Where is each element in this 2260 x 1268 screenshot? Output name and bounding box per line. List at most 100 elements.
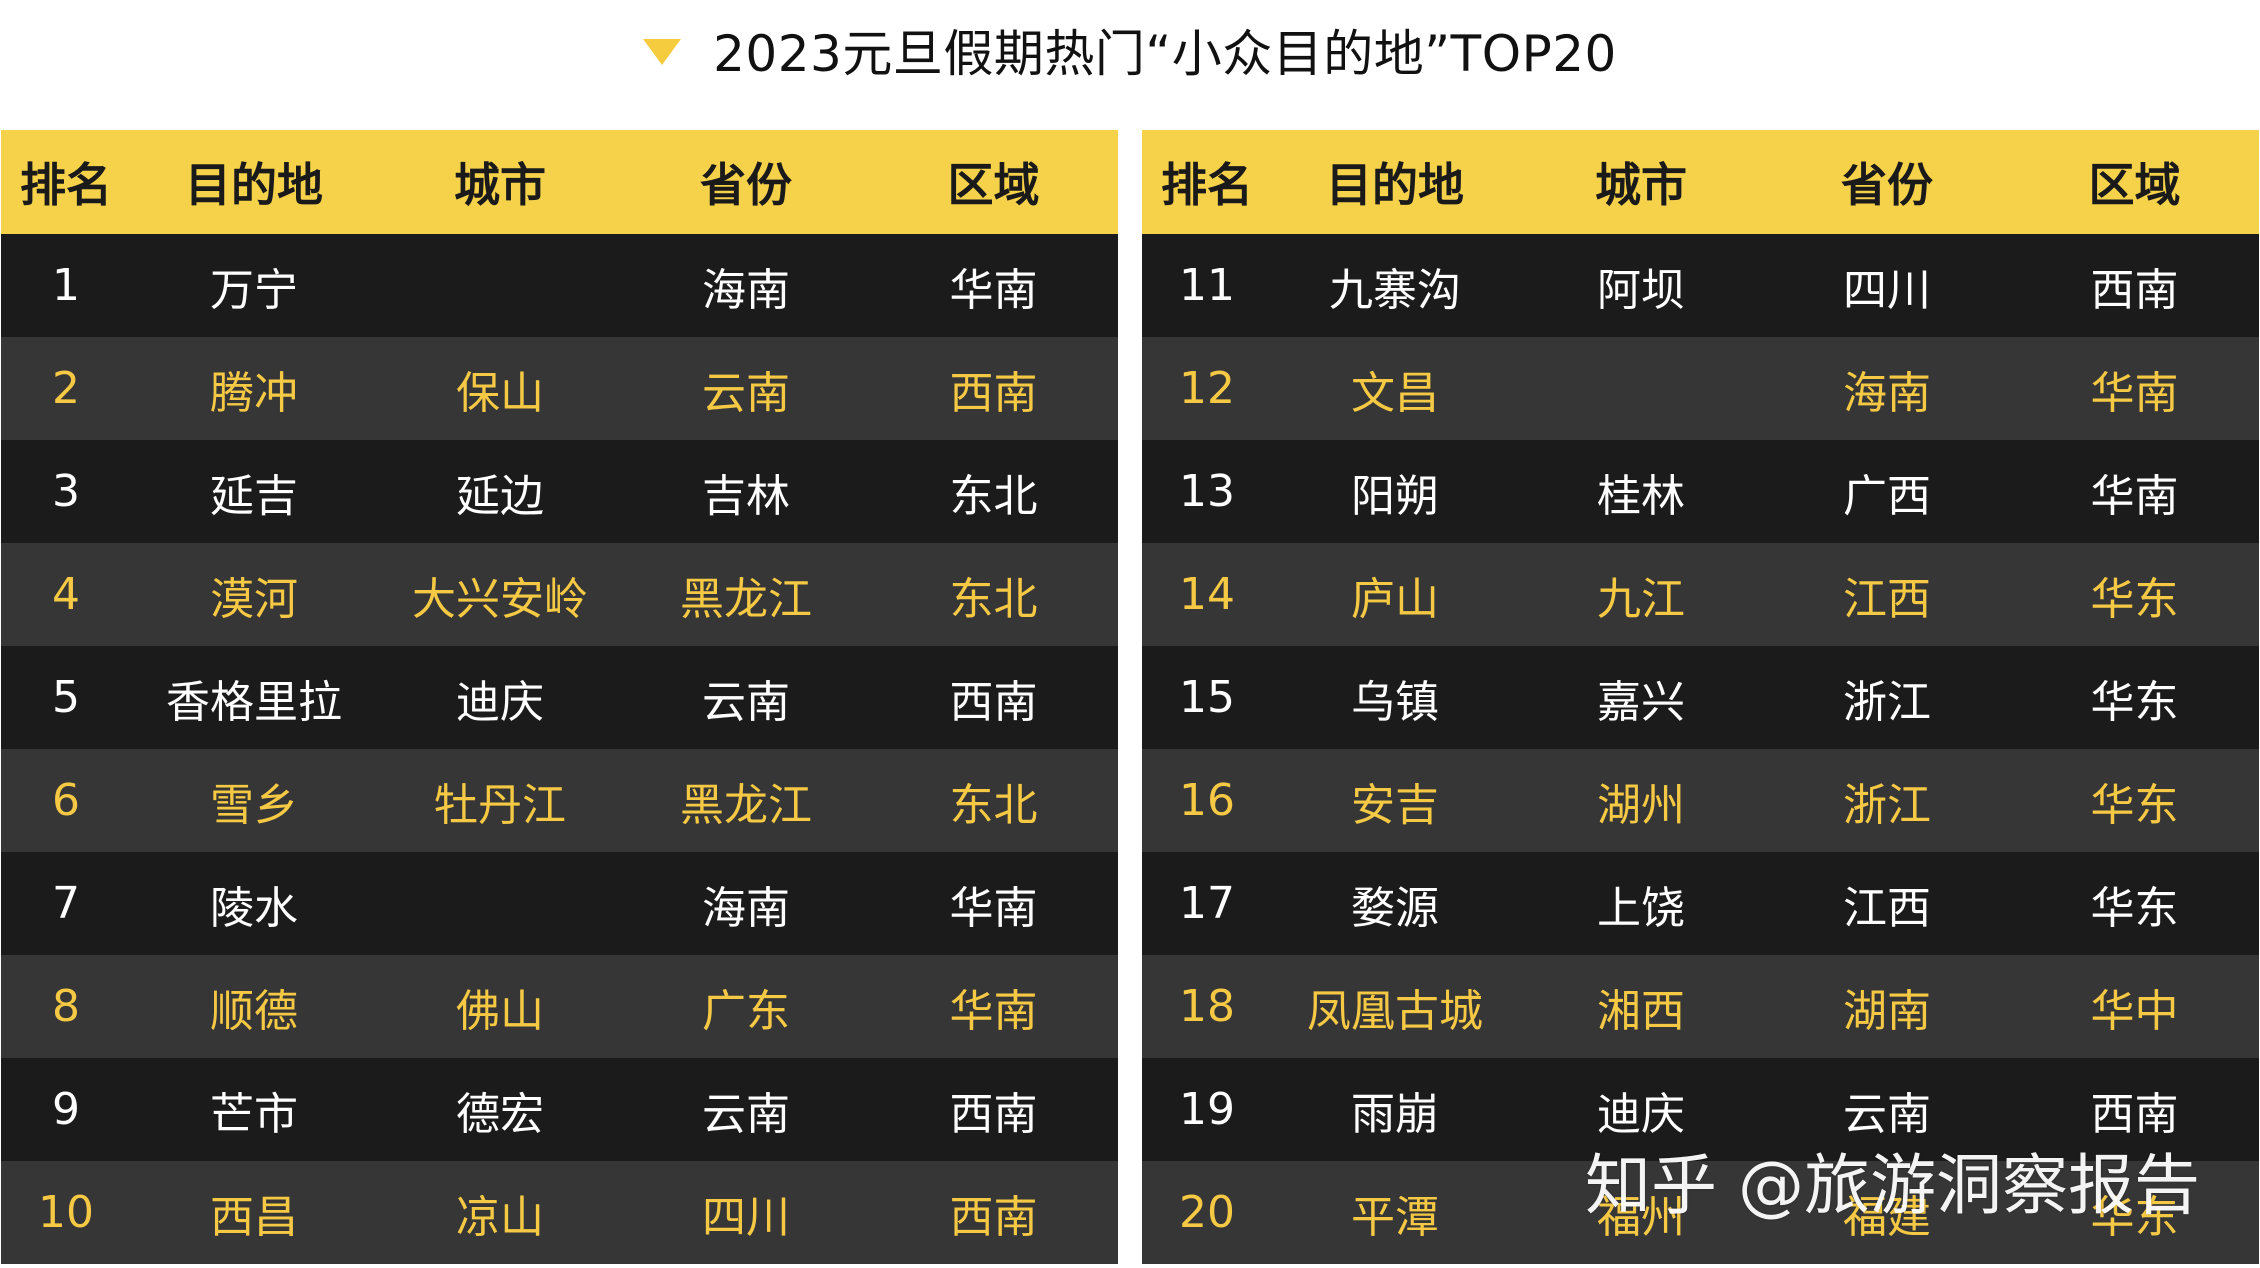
table-row: 17 婺源 上饶 江西 华东 [1142, 852, 2259, 955]
cell-region: 华东 [2090, 1191, 2179, 1243]
cell-city: 佛山 [456, 985, 544, 1037]
cell-region: 西南 [949, 1191, 1038, 1243]
header-province: 省份 [1841, 158, 1933, 212]
cell-province: 四川 [702, 1191, 790, 1243]
table-row: 12 文昌 海南 华南 [1142, 337, 2259, 440]
cell-region: 华南 [2090, 367, 2179, 419]
cell-region: 华南 [2090, 470, 2179, 522]
cell-city: 九江 [1597, 573, 1685, 625]
cell-destination: 阳朔 [1351, 470, 1439, 522]
cell-rank: 14 [1179, 569, 1235, 620]
cell-destination: 香格里拉 [166, 676, 342, 728]
cell-province: 广东 [702, 985, 790, 1037]
header-rank: 排名 [1161, 158, 1253, 212]
table-row: 10 西昌 凉山 四川 西南 [1, 1161, 1118, 1264]
cell-region: 东北 [949, 470, 1038, 522]
cell-rank: 10 [38, 1187, 94, 1238]
cell-rank: 8 [52, 981, 80, 1032]
cell-province: 黑龙江 [680, 779, 812, 831]
cell-city: 延边 [456, 470, 544, 522]
cell-rank: 15 [1179, 672, 1235, 723]
cell-city: 迪庆 [456, 676, 544, 728]
cell-rank: 2 [52, 363, 80, 414]
cell-city: 上饶 [1597, 882, 1685, 934]
cell-rank: 6 [52, 775, 80, 826]
cell-destination: 雪乡 [210, 779, 298, 831]
cell-province: 湖南 [1843, 985, 1931, 1037]
cell-region: 西南 [949, 676, 1038, 728]
header-destination: 目的地 [1326, 158, 1464, 212]
cell-province: 广西 [1843, 470, 1931, 522]
cell-destination: 西昌 [210, 1191, 298, 1243]
cell-region: 西南 [949, 1088, 1038, 1140]
cell-city: 湖州 [1597, 779, 1685, 831]
cell-region: 华东 [2090, 882, 2179, 934]
table-row: 15 乌镇 嘉兴 浙江 华东 [1142, 646, 2259, 749]
cell-province: 浙江 [1843, 676, 1931, 728]
cell-province: 江西 [1843, 573, 1931, 625]
cell-region: 华南 [949, 264, 1038, 316]
cell-province: 云南 [1843, 1088, 1931, 1140]
table-row: 3 延吉 延边 吉林 东北 [1, 440, 1118, 543]
cell-city: 湘西 [1597, 985, 1685, 1037]
header-city: 城市 [1595, 158, 1687, 212]
table-row: 2 腾冲 保山 云南 西南 [1, 337, 1118, 440]
table-row: 6 雪乡 牡丹江 黑龙江 东北 [1, 749, 1118, 852]
cell-province: 吉林 [702, 470, 790, 522]
page-title: 2023元旦假期热门“小众目的地”TOP20 [713, 25, 1617, 83]
cell-region: 西南 [2090, 1088, 2179, 1140]
cell-province: 海南 [1843, 367, 1931, 419]
cell-rank: 20 [1179, 1187, 1235, 1238]
cell-rank: 18 [1179, 981, 1235, 1032]
cell-destination: 腾冲 [210, 367, 298, 419]
cell-city: 保山 [456, 367, 544, 419]
cell-province: 江西 [1843, 882, 1931, 934]
table-body: 11 九寨沟 阿坝 四川 西南 12 文昌 海南 华南 13 阳朔 桂林 广西 华南 14 庐山 九江 江西 华东 1… [1142, 234, 2259, 1264]
table-right: 排名 目的地 城市 省份 区域 11 九寨沟 阿坝 四川 西南 12 文昌 海南 华南 13 阳朔桂… [1142, 130, 2259, 1264]
cell-city: 牡丹江 [434, 779, 566, 831]
header-city: 城市 [454, 158, 546, 212]
cell-province: 云南 [702, 676, 790, 728]
cell-city: 德宏 [456, 1088, 544, 1140]
cell-city [1518, 337, 1764, 440]
cell-rank: 1 [52, 260, 80, 311]
cell-region: 华南 [949, 882, 1038, 934]
header-destination: 目的地 [185, 158, 323, 212]
header-rank: 排名 [20, 158, 112, 212]
cell-city [377, 234, 623, 337]
cell-rank: 12 [1179, 363, 1235, 414]
cell-rank: 9 [52, 1084, 80, 1135]
cell-city: 迪庆 [1597, 1088, 1685, 1140]
cell-province: 浙江 [1843, 779, 1931, 831]
cell-rank: 13 [1179, 466, 1235, 517]
page-title-bar: 2023元旦假期热门“小众目的地”TOP20 [0, 12, 2260, 88]
cell-destination: 万宁 [210, 264, 298, 316]
table-row: 7 陵水 海南 华南 [1, 852, 1118, 955]
cell-city: 阿坝 [1597, 264, 1685, 316]
cell-destination: 延吉 [210, 470, 298, 522]
cell-province: 黑龙江 [680, 573, 812, 625]
cell-region: 东北 [949, 779, 1038, 831]
cell-province: 四川 [1843, 264, 1931, 316]
table-row: 11 九寨沟 阿坝 四川 西南 [1142, 234, 2259, 337]
cell-rank: 7 [52, 878, 80, 929]
cell-city: 嘉兴 [1597, 676, 1685, 728]
cell-destination: 陵水 [210, 882, 298, 934]
table-row: 14 庐山 九江 江西 华东 [1142, 543, 2259, 646]
cell-destination: 顺德 [210, 985, 298, 1037]
cell-destination: 九寨沟 [1329, 264, 1461, 316]
cell-rank: 3 [52, 466, 80, 517]
cell-province: 海南 [702, 264, 790, 316]
cell-city: 福州 [1597, 1191, 1685, 1243]
cell-province: 福建 [1843, 1191, 1931, 1243]
cell-province: 海南 [702, 882, 790, 934]
cell-province: 云南 [702, 1088, 790, 1140]
table-left: 排名 目的地 城市 省份 区域 1 万宁 海南 华南 2 腾冲 保山 云南 西南 3 延吉 延边 吉林东… [1, 130, 1118, 1264]
table-row: 19 雨崩 迪庆 云南 西南 [1142, 1058, 2259, 1161]
table-row: 1 万宁 海南 华南 [1, 234, 1118, 337]
cell-province: 云南 [702, 367, 790, 419]
table-row: 20 平潭 福州 福建 华东 [1142, 1161, 2259, 1264]
cell-destination: 婺源 [1351, 882, 1439, 934]
table-row: 5 香格里拉 迪庆 云南 西南 [1, 646, 1118, 749]
cell-region: 华东 [2090, 779, 2179, 831]
